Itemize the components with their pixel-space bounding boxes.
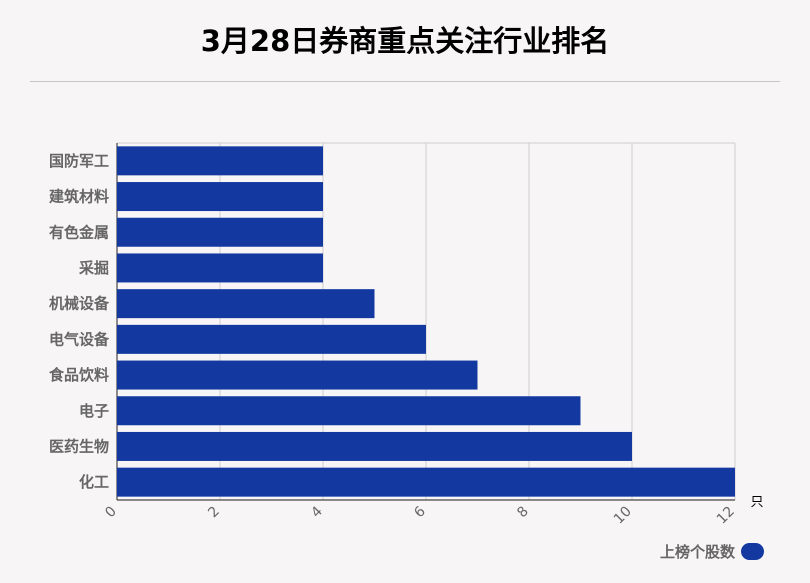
- bar[interactable]: [117, 289, 375, 319]
- x-tick-label: 10: [611, 504, 635, 528]
- category-label: 国防军工: [49, 152, 109, 170]
- category-label: 机械设备: [49, 295, 110, 313]
- bar[interactable]: [117, 253, 323, 283]
- x-tick-label: 2: [205, 504, 223, 522]
- category-label: 电子: [79, 402, 109, 420]
- bar[interactable]: [117, 467, 735, 497]
- bars: [117, 146, 735, 497]
- bar[interactable]: [117, 431, 632, 461]
- bar[interactable]: [117, 146, 323, 176]
- category-label: 电气设备: [49, 330, 110, 348]
- x-tick-label: 0: [102, 504, 120, 522]
- x-tick-label: 4: [308, 503, 326, 521]
- bar[interactable]: [117, 324, 426, 354]
- x-tick-label: 12: [714, 504, 738, 528]
- bar[interactable]: [117, 360, 478, 390]
- category-label: 建筑材料: [49, 188, 109, 206]
- x-tick-labels: 0 2 4 6 8 10 12: [102, 503, 738, 527]
- category-label: 化工: [79, 473, 109, 491]
- legend[interactable]: 上榜个股数: [660, 541, 765, 561]
- bar[interactable]: [117, 396, 581, 426]
- title-divider: [30, 81, 780, 82]
- x-tick-label: 6: [411, 503, 429, 521]
- category-label: 有色金属: [49, 223, 109, 241]
- category-label: 医药生物: [49, 437, 109, 455]
- category-label: 采掘: [78, 259, 109, 277]
- legend-label: 上榜个股数: [660, 542, 736, 561]
- category-label: 食品饮料: [49, 366, 109, 384]
- bar[interactable]: [117, 182, 323, 212]
- legend-swatch-icon: [741, 542, 765, 560]
- chart-title: 3月28日券商重点关注行业排名: [200, 24, 610, 58]
- unit-label: 只: [750, 495, 763, 510]
- bar[interactable]: [117, 217, 323, 247]
- x-tick-label: 8: [514, 504, 532, 522]
